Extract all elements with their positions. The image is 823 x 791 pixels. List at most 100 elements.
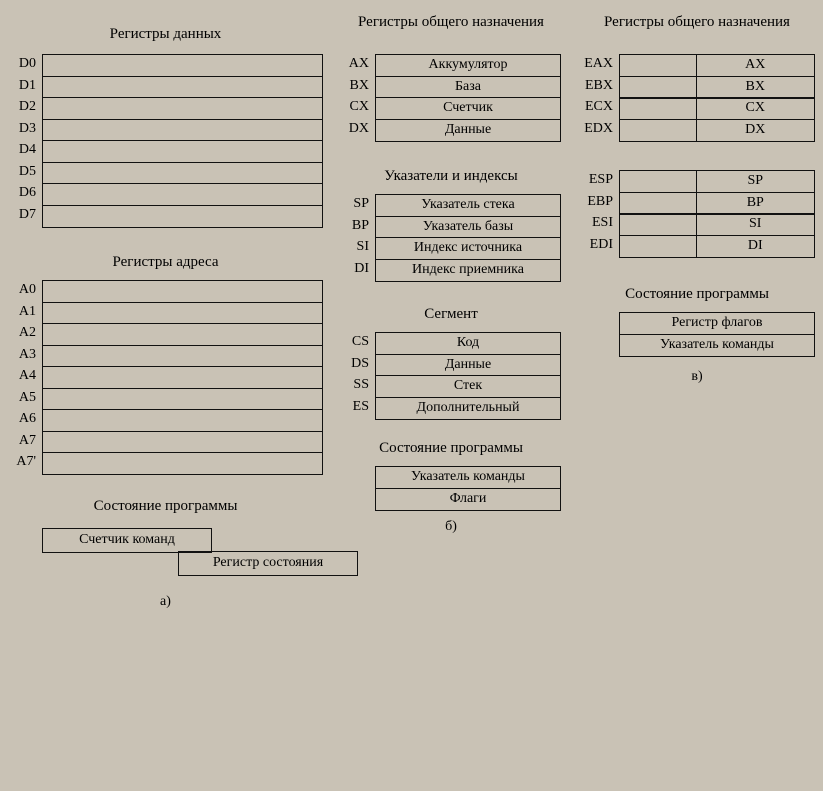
status-block-b: Указатель команды Флаги [341, 466, 561, 509]
idx-cell: Индекс приемника [375, 259, 561, 282]
data-register-cell [42, 76, 323, 99]
data-registers-heading: Регистры данных [8, 14, 323, 48]
row-label: EBP [579, 192, 619, 215]
idx-heading: Указатели и индексы [341, 168, 561, 188]
status-heading-c: Состояние программы [579, 286, 815, 306]
caption-a: a) [8, 594, 323, 610]
seg-cell: Данные [375, 354, 561, 377]
row-label: D3 [8, 119, 42, 142]
program-counter-cell: Счетчик команд [42, 528, 212, 553]
row-label: EDX [579, 119, 619, 142]
row-label: BP [341, 216, 375, 239]
subreg-cell: DI [696, 235, 816, 258]
seg-block: CSКод DSДанные SSСтек ESДополнительный [341, 332, 561, 418]
row-label: D1 [8, 76, 42, 99]
status-cell: Указатель команды [619, 334, 815, 357]
row-label: SI [341, 237, 375, 260]
idx-cell: Индекс источника [375, 237, 561, 260]
row-label: DI [341, 259, 375, 282]
gpr-heading-b: Регистры общего назначения [341, 14, 561, 48]
status-cell: Указатель команды [375, 466, 561, 489]
row-label: ESI [579, 213, 619, 236]
row-label: A5 [8, 388, 42, 411]
data-register-cell [42, 205, 323, 228]
subreg-cell: SP [696, 170, 816, 193]
subreg-cell: DX [696, 119, 816, 142]
row-label: D2 [8, 97, 42, 120]
addr-register-cell [42, 323, 323, 346]
ext-reg-cell [619, 76, 697, 99]
caption-b: б) [341, 519, 561, 535]
addr-register-cell [42, 388, 323, 411]
row-label: BX [341, 76, 375, 99]
status-block-a: Счетчик команд Регистр состояния [8, 528, 323, 588]
address-registers-block: A0 A1 A2 A3 A4 A5 A6 A7 A7' [8, 280, 323, 474]
ext-reg-cell [619, 213, 697, 236]
ext-reg-cell [619, 54, 697, 77]
column-c: Регистры общего назначения EAX AX EBX BX E… [579, 8, 815, 783]
row-label: EBX [579, 76, 619, 99]
status-heading-a: Состояние программы [8, 498, 323, 518]
ext-reg-cell [619, 97, 697, 120]
status-cell: Регистр флагов [619, 312, 815, 335]
subreg-cell: AX [696, 54, 816, 77]
addr-register-cell [42, 366, 323, 389]
data-register-cell [42, 162, 323, 185]
row-label: EAX [579, 54, 619, 77]
data-register-cell [42, 140, 323, 163]
data-register-cell [42, 183, 323, 206]
column-a: Регистры данных D0 D1 D2 D3 D4 D5 D6 D7 … [8, 8, 323, 783]
ext-reg-cell [619, 119, 697, 142]
gpr-cell: Данные [375, 119, 561, 142]
row-label: DX [341, 119, 375, 142]
column-b: Регистры общего назначения AXАккумулятор… [341, 8, 561, 783]
row-label: ES [341, 397, 375, 420]
ext-reg-cell [619, 192, 697, 215]
subreg-cell: BX [696, 76, 816, 99]
status-heading-b: Состояние программы [341, 440, 561, 460]
addr-register-cell [42, 280, 323, 303]
caption-c: в) [579, 369, 815, 385]
subreg-cell: BP [696, 192, 816, 215]
seg-cell: Дополнительный [375, 397, 561, 420]
row-label: A7' [8, 452, 42, 475]
row-label: CS [341, 332, 375, 355]
gpr-heading-c: Регистры общего назначения [579, 14, 815, 48]
row-label: A3 [8, 345, 42, 368]
addr-register-cell [42, 302, 323, 325]
data-register-cell [42, 119, 323, 142]
addr-register-cell [42, 345, 323, 368]
idx-block: SPУказатель стека BPУказатель базы SIИнд… [341, 194, 561, 280]
ext-reg-cell [619, 235, 697, 258]
row-label: A4 [8, 366, 42, 389]
seg-cell: Код [375, 332, 561, 355]
gpr-cell: База [375, 76, 561, 99]
gpr-cell: Аккумулятор [375, 54, 561, 77]
status-cell: Флаги [375, 488, 561, 511]
seg-heading: Сегмент [341, 306, 561, 326]
seg-cell: Стек [375, 375, 561, 398]
gpr-block-b: AXАккумулятор BXБаза CXСчетчик DXДанные [341, 54, 561, 140]
subreg-cell: SI [696, 213, 816, 236]
row-label: D5 [8, 162, 42, 185]
row-label: D4 [8, 140, 42, 163]
row-label: AX [341, 54, 375, 77]
data-registers-block: D0 D1 D2 D3 D4 D5 D6 D7 [8, 54, 323, 226]
row-label: ESP [579, 170, 619, 193]
row-label: ECX [579, 97, 619, 120]
addr-register-cell [42, 431, 323, 454]
row-label: DS [341, 354, 375, 377]
idx-cell: Указатель базы [375, 216, 561, 239]
row-label: D6 [8, 183, 42, 206]
row-label: SP [341, 194, 375, 217]
ptr-block-c: ESP SP EBP BP ESI SI EDI DI [579, 170, 815, 256]
idx-cell: Указатель стека [375, 194, 561, 217]
row-label: A2 [8, 323, 42, 346]
status-register-cell: Регистр состояния [178, 551, 358, 576]
row-label: EDI [579, 235, 619, 258]
addr-register-cell [42, 409, 323, 432]
data-register-cell [42, 54, 323, 77]
status-block-c: Регистр флагов Указатель команды [579, 312, 815, 355]
gpr-cell: Счетчик [375, 97, 561, 120]
row-label: D0 [8, 54, 42, 77]
